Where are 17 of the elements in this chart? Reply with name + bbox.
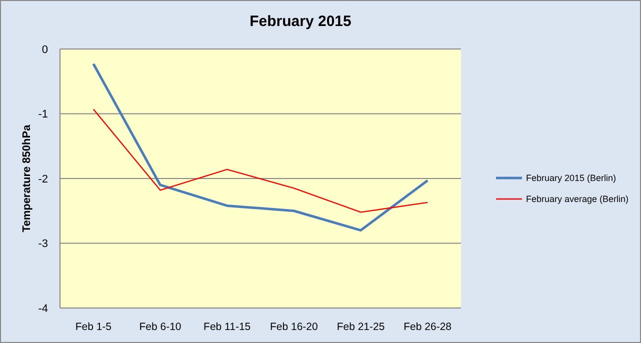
- y-tick-label: -4: [38, 302, 48, 315]
- line-series: [92, 108, 428, 213]
- y-tick-label: -1: [38, 108, 48, 121]
- legend-label: February average (Berlin): [526, 194, 629, 204]
- line-series: [92, 62, 429, 232]
- x-tick-label: Feb 16-20: [270, 321, 318, 333]
- y-tick-label: -3: [38, 238, 48, 250]
- x-tick-label: Feb 11-15: [204, 321, 251, 333]
- y-axis-title: Temperature 850hPa: [21, 124, 33, 232]
- x-tick-label: Feb 21-25: [336, 321, 385, 333]
- x-tick-label: Feb 6-10: [139, 321, 182, 333]
- x-tick-label: Feb 1-5: [75, 321, 112, 333]
- y-tick-label: -2: [38, 173, 48, 186]
- y-tick-label: 0: [42, 44, 48, 56]
- chart-title: February 2015: [250, 13, 352, 30]
- legend-label: February 2015 (Berlin): [526, 173, 616, 184]
- x-tick-label: Feb 26-28: [404, 321, 452, 333]
